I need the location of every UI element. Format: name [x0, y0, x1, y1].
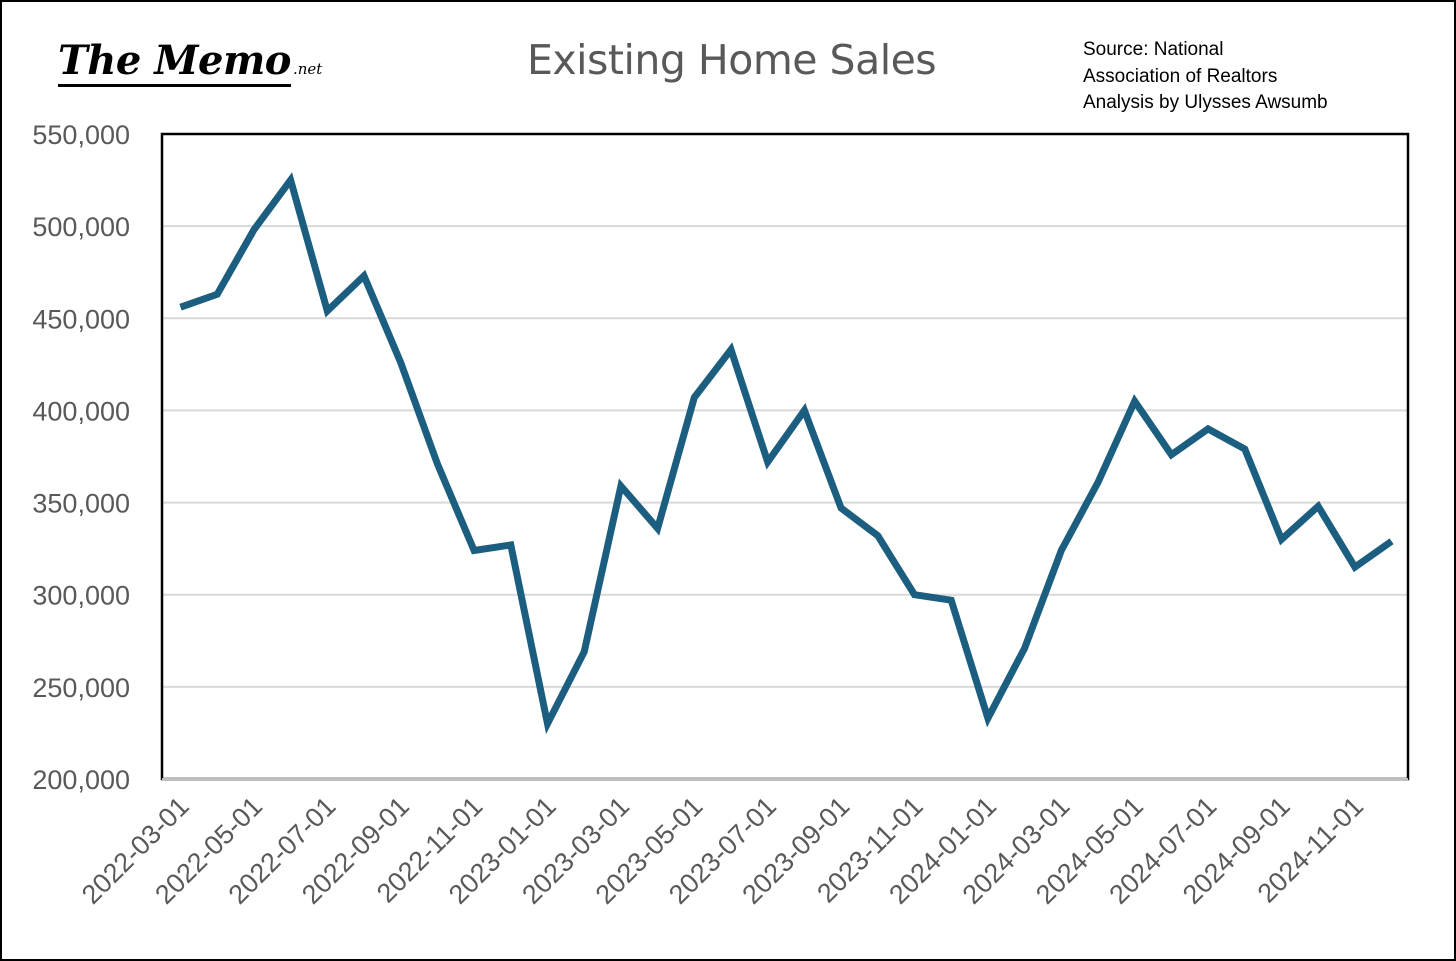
y-tick-label: 250,000 [32, 673, 130, 703]
logo: The Memo .net [58, 37, 323, 87]
y-tick-label: 450,000 [32, 304, 130, 334]
y-tick-label: 350,000 [32, 489, 130, 519]
source-note: Source: National Association of Realtors… [1083, 37, 1328, 117]
logo-main-text: The Memo [58, 37, 291, 87]
source-line-2: Association of Realtors [1083, 65, 1278, 87]
source-line-1: Source: National [1083, 39, 1224, 60]
y-tick-label: 550,000 [32, 120, 130, 150]
logo-suffix-text: .net [292, 60, 323, 78]
plot-area-border [160, 132, 1410, 781]
y-tick-label: 500,000 [32, 212, 130, 242]
source-line-3: Analysis by Ulysses Awsumb [1083, 92, 1328, 113]
y-tick-label: 300,000 [32, 581, 130, 611]
series-line [179, 172, 1394, 735]
chart-title: Existing Home Sales [527, 36, 937, 84]
y-tick-label: 400,000 [32, 396, 130, 426]
y-tick-label: 200,000 [32, 765, 130, 795]
